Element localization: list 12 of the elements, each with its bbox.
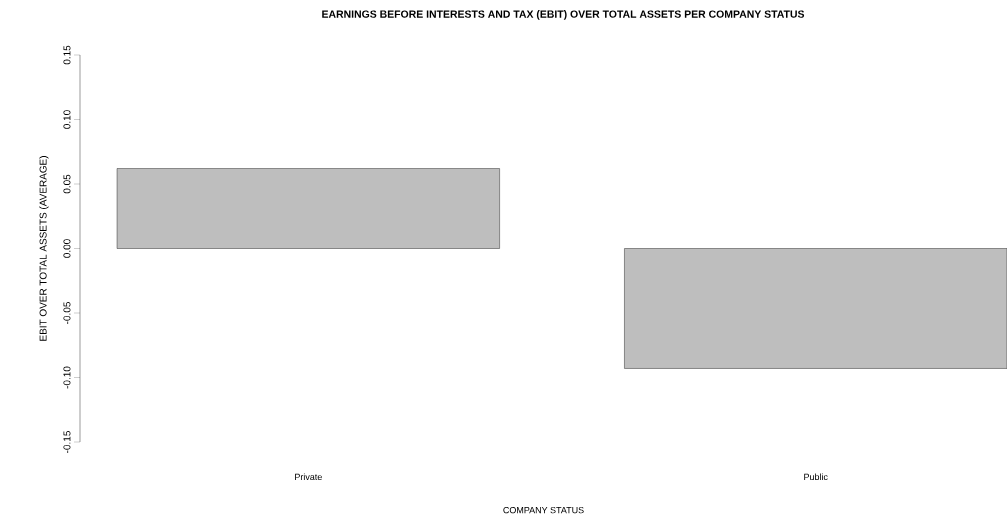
chart-title: EARNINGS BEFORE INTERESTS AND TAX (EBIT) OVER TOTAL ASSETS PER COMPANY STATUS xyxy=(322,10,805,20)
y-tick-label: 0.05 xyxy=(63,174,71,194)
y-tick-label: -0.10 xyxy=(63,366,71,389)
y-tick-label: -0.15 xyxy=(63,431,71,453)
y-tick-label: -0.05 xyxy=(63,302,71,324)
x-tick-label: Private xyxy=(295,473,322,481)
y-tick-label: 0.00 xyxy=(63,239,71,258)
x-tick-label: Public xyxy=(804,473,828,481)
y-tick-label: 0.10 xyxy=(63,110,71,129)
y-axis-title: EBIT OVER TOTAL ASSETS (AVERAGE) xyxy=(39,156,49,341)
y-tick-label: 0.15 xyxy=(63,45,71,65)
x-axis-title: COMPANY STATUS xyxy=(503,506,584,514)
